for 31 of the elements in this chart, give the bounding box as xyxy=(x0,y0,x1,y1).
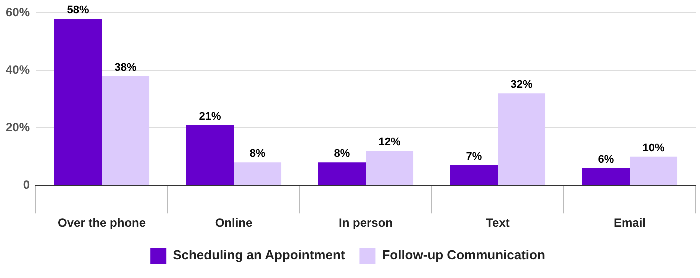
data-label: 21% xyxy=(199,110,222,123)
data-label: 8% xyxy=(250,148,266,160)
bar xyxy=(450,165,498,186)
data-label: 32% xyxy=(510,79,533,92)
data-label: 38% xyxy=(114,62,137,74)
x-tick-label: Text xyxy=(486,216,510,230)
y-tick-label: 20% xyxy=(6,120,30,134)
bar xyxy=(54,18,102,186)
bar xyxy=(318,162,366,186)
x-tick-label: Over the phone xyxy=(58,216,146,230)
bar xyxy=(102,76,150,186)
y-tick-label: 0 xyxy=(23,178,30,192)
x-tick-label: Email xyxy=(614,216,646,230)
bar xyxy=(186,125,234,186)
x-tick-label: Online xyxy=(215,216,254,230)
y-tick-label: 40% xyxy=(6,62,30,77)
bar xyxy=(234,162,282,186)
data-label: 10% xyxy=(642,142,665,154)
y-tick-label: 60% xyxy=(6,6,30,20)
data-label: 8% xyxy=(334,148,350,160)
bar xyxy=(366,151,414,186)
data-label: 7% xyxy=(466,151,482,164)
bar xyxy=(498,94,546,186)
data-label: 58% xyxy=(67,4,90,16)
x-tick-label: In person xyxy=(339,216,394,230)
data-label: 6% xyxy=(598,154,614,166)
bar xyxy=(630,156,678,186)
legend-label: Follow-up Communication xyxy=(382,248,546,263)
legend-label: Scheduling an Appointment xyxy=(173,248,346,263)
data-label: 12% xyxy=(378,136,401,149)
bar xyxy=(582,168,630,186)
